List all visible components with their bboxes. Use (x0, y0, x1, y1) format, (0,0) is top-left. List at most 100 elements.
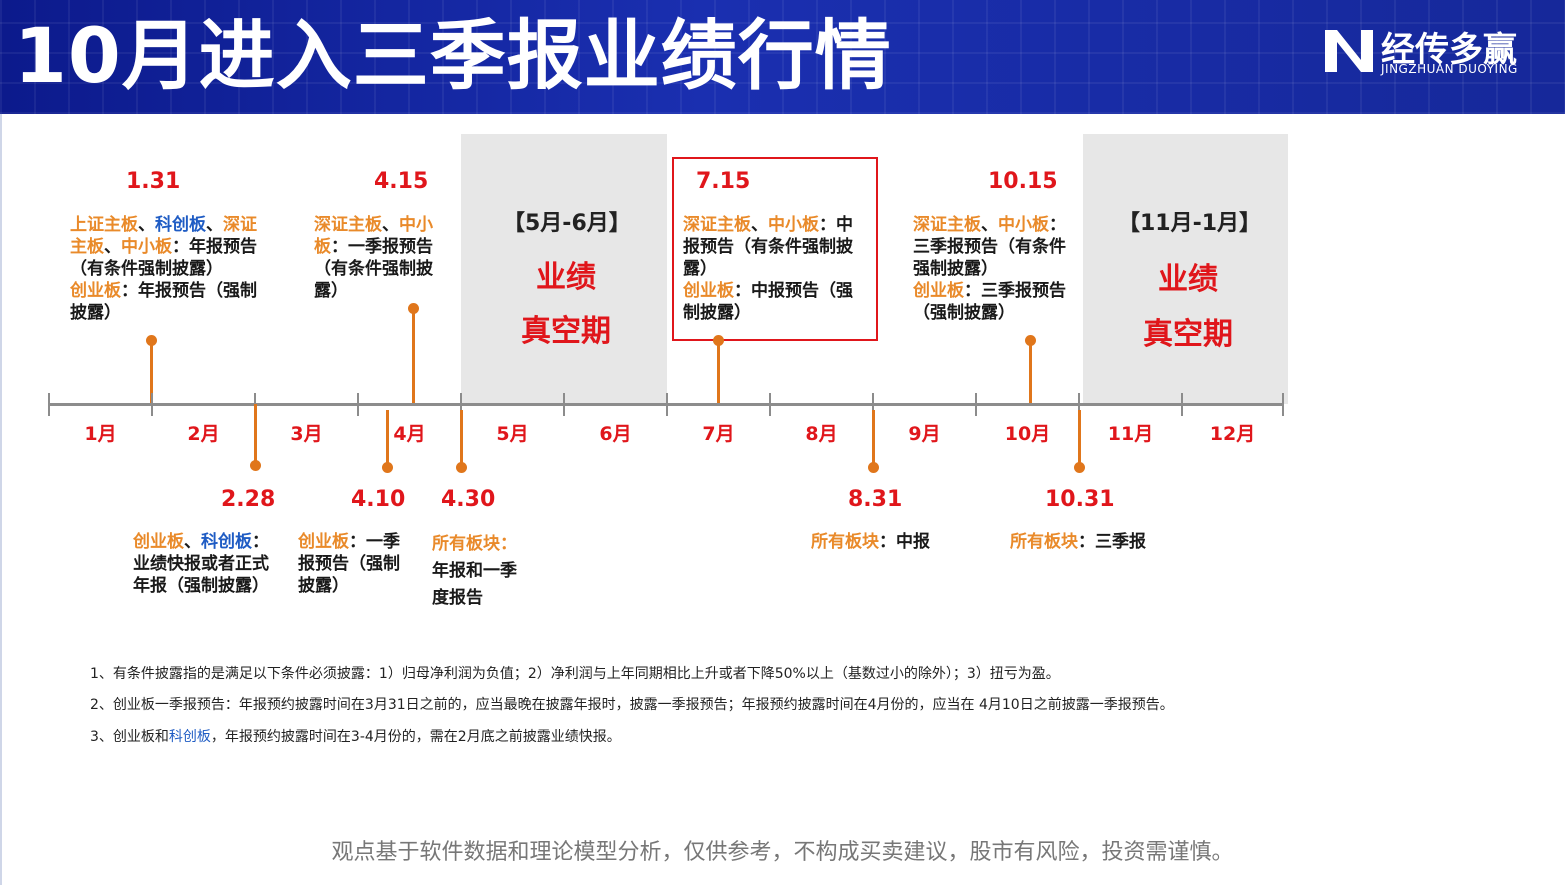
note-text: ：中报预告（强制披露） (683, 281, 853, 323)
highlighted-board-name: 创业板 (683, 281, 734, 301)
note-text: 年报和一季度报告 (432, 561, 517, 608)
page-title: 10月进入三季报业绩行情 (14, 11, 892, 100)
event-stem (1029, 340, 1032, 404)
axis-tick (1181, 393, 1183, 416)
note-text: 业绩快报或者正式年报（强制披露） (133, 554, 269, 596)
highlighted-board-name: 创业板 (913, 281, 964, 301)
note-text: ：年报预告（强制披露） (70, 281, 257, 323)
event-note: 深证主板、中小板：一季报预告（有条件强制披露） (314, 214, 444, 302)
event-stem (150, 340, 153, 404)
axis-tick (1078, 393, 1080, 416)
vacuum-period-label: 【11月-1月】 (1118, 211, 1262, 236)
event-note: 深证主板、中小板：中报预告（有条件强制披露） 创业板：中报预告（强制披露） (683, 214, 868, 324)
month-label: 4月 (393, 423, 426, 445)
note-text: ： (252, 532, 269, 552)
highlighted-board-name: 上证主板 (70, 215, 138, 235)
note-text: 三季报预告（有条件强制披露） (913, 237, 1066, 279)
highlighted-board-name: 科创板 (168, 729, 211, 745)
highlighted-board-name: 深证主板 (70, 215, 257, 257)
highlighted-board-name: 深证主板 (913, 215, 981, 235)
highlighted-board-name: 创业板 (133, 532, 184, 552)
note-text: 、 (104, 237, 121, 257)
note-text: 、 (184, 532, 201, 552)
event-stem (412, 308, 415, 404)
event-note: 所有板块：三季报 (1010, 531, 1210, 553)
highlighted-board-name: 创业板 (298, 532, 349, 552)
month-label: 1月 (84, 423, 117, 445)
event-date: 4.15 (374, 169, 429, 194)
event-note: 上证主板、科创板、深证主板、中小板：年报预告（有条件强制披露） 创业板：年报预告（… (70, 214, 270, 324)
note-text: ：年报预告（有条件强制披露） (70, 237, 257, 279)
event-marker (146, 335, 157, 346)
highlight-box (672, 157, 878, 341)
month-label: 11月 (1107, 423, 1154, 445)
axis-tick (769, 393, 771, 416)
note-text: 2、创业板一季报预告：年报预约披露时间在3月31日之前的，应当最晚在披露年报时，… (90, 697, 1174, 713)
event-marker (868, 462, 879, 473)
note-text: 3、创业板和 (90, 729, 169, 745)
note-text: 、 (206, 215, 223, 235)
highlighted-board-name: 科创板 (201, 532, 252, 552)
axis-tick (48, 393, 50, 416)
footnote: 2、创业板一季报预告：年报预约披露时间在3月31日之前的，应当最晚在披露年报时，… (90, 694, 1174, 714)
note-text: 、 (138, 215, 155, 235)
highlighted-board-name: 所有板块 (811, 532, 879, 552)
axis-tick (151, 393, 153, 416)
event-marker (382, 462, 393, 473)
logo-name-cn: 经传多赢 (1381, 30, 1517, 70)
event-stem (717, 340, 720, 404)
highlighted-board-name: 所有板块 (1010, 532, 1078, 552)
event-note: 所有板块：中报 (811, 531, 1011, 553)
month-label: 7月 (702, 423, 735, 445)
axis-tick (872, 393, 874, 416)
event-stem (386, 410, 389, 467)
event-note: 创业板：一季报预告（强制披露） (298, 531, 410, 597)
highlighted-board-name: 科创板 (155, 215, 206, 235)
highlighted-board-name: 中小板 (998, 215, 1049, 235)
event-stem (1078, 410, 1081, 467)
event-date: 4.10 (351, 487, 406, 512)
event-marker (1074, 462, 1085, 473)
vacuum-period-1-bg (461, 134, 667, 404)
note-text: ：三季报 (1078, 532, 1146, 552)
event-stem (460, 410, 463, 467)
month-label: 2月 (187, 423, 220, 445)
event-date: 7.15 (696, 169, 751, 194)
month-label: 8月 (805, 423, 838, 445)
highlighted-board-name: 中小板 (768, 215, 819, 235)
event-date: 2.28 (221, 487, 276, 512)
footnote: 1、有条件披露指的是满足以下条件必须披露：1）归母净利润为负值；2）净利润与上年… (90, 663, 1060, 683)
vacuum-period-subtitle: 真空期 (1143, 317, 1233, 352)
event-marker (408, 303, 419, 314)
event-stem (254, 404, 257, 465)
month-label: 3月 (290, 423, 323, 445)
event-note: 创业板、科创板： 业绩快报或者正式年报（强制披露） (133, 531, 275, 597)
event-date: 8.31 (848, 487, 903, 512)
month-label: 12月 (1209, 423, 1256, 445)
note-text: 、 (981, 215, 998, 235)
event-note: 所有板块： 年报和一季度报告 (432, 531, 532, 612)
vacuum-period-label: 【5月-6月】 (503, 211, 631, 236)
month-label: 10月 (1004, 423, 1051, 445)
highlighted-board-name: 创业板 (70, 281, 121, 301)
event-stem (872, 410, 875, 467)
event-marker (456, 462, 467, 473)
note-text: ：中报预告（有条件强制披露） (683, 215, 853, 279)
note-text: ：中报 (879, 532, 930, 552)
footnote: 3、创业板和科创板，年报预约披露时间在3-4月份的，需在2月底之前披露业绩快报。 (90, 726, 621, 746)
axis-tick (1282, 393, 1284, 416)
highlighted-board-name: 深证主板 (314, 215, 382, 235)
note-text: 、 (751, 215, 768, 235)
event-marker (250, 460, 261, 471)
axis-tick (357, 393, 359, 416)
event-date: 10.31 (1045, 487, 1115, 512)
axis-tick (563, 393, 565, 416)
jingzhuan-logo-icon (1325, 30, 1373, 72)
event-date: 1.31 (126, 169, 181, 194)
disclaimer-text: 观点基于软件数据和理论模型分析，仅供参考，不构成买卖建议，股市有风险，投资需谨慎… (331, 840, 1234, 865)
event-date: 4.30 (441, 487, 496, 512)
month-label: 9月 (908, 423, 941, 445)
axis-tick (460, 393, 462, 416)
note-text: ：一季报预告（强制披露） (298, 532, 400, 596)
vacuum-period-title: 业绩 (536, 260, 596, 295)
